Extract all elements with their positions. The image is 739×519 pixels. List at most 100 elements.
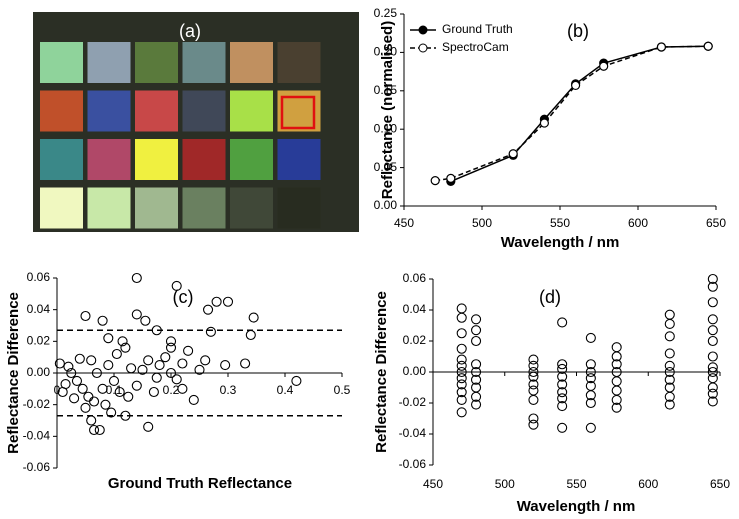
patch bbox=[40, 42, 83, 83]
point bbox=[89, 396, 100, 407]
point bbox=[151, 372, 162, 383]
patch bbox=[182, 139, 226, 180]
point bbox=[220, 360, 231, 371]
point bbox=[611, 359, 622, 370]
point bbox=[557, 371, 568, 382]
point bbox=[664, 391, 675, 402]
point bbox=[456, 407, 467, 418]
legend-marker bbox=[418, 43, 428, 53]
series-line bbox=[450, 45, 709, 183]
y-tick-label: -0.06 bbox=[399, 457, 427, 471]
y-tick-label: 0.04 bbox=[403, 302, 427, 316]
point bbox=[177, 358, 188, 369]
patch bbox=[277, 139, 321, 180]
chart-title: (d) bbox=[539, 287, 561, 307]
patch bbox=[182, 187, 226, 229]
point bbox=[86, 415, 97, 426]
point bbox=[585, 366, 596, 378]
point bbox=[664, 374, 675, 385]
y-tick-label: 0.04 bbox=[27, 302, 51, 316]
x-tick-label: 0.3 bbox=[220, 383, 237, 397]
patch bbox=[87, 90, 131, 132]
y-tick-label: 0.20 bbox=[374, 45, 398, 59]
point bbox=[599, 61, 609, 71]
x-tick-label: 650 bbox=[710, 477, 730, 491]
point bbox=[707, 373, 718, 384]
point bbox=[89, 424, 100, 436]
y-tick-label: 0.06 bbox=[403, 271, 427, 285]
point bbox=[456, 303, 467, 314]
point bbox=[703, 41, 713, 51]
patch bbox=[40, 90, 83, 132]
point bbox=[69, 393, 80, 404]
x-tick-label: 0.5 bbox=[334, 383, 351, 397]
point bbox=[430, 176, 440, 186]
x-tick-label: 600 bbox=[638, 477, 658, 491]
point bbox=[63, 361, 74, 372]
point bbox=[707, 273, 718, 285]
point bbox=[456, 343, 467, 354]
point bbox=[123, 391, 134, 402]
patch bbox=[230, 187, 273, 229]
point bbox=[183, 345, 194, 356]
highlight-frame bbox=[280, 95, 316, 130]
point bbox=[664, 366, 675, 378]
point bbox=[126, 363, 137, 374]
point bbox=[557, 317, 568, 328]
point bbox=[456, 394, 467, 405]
point bbox=[80, 402, 91, 413]
point bbox=[557, 422, 568, 433]
point bbox=[557, 387, 568, 398]
y-tick-label: -0.04 bbox=[23, 429, 51, 443]
point bbox=[203, 304, 214, 315]
point bbox=[557, 379, 568, 390]
y-tick-label: 0.00 bbox=[374, 198, 398, 212]
point bbox=[77, 383, 88, 394]
point bbox=[528, 413, 539, 424]
point bbox=[470, 335, 482, 347]
point bbox=[664, 399, 675, 410]
point bbox=[103, 333, 114, 344]
point bbox=[707, 366, 718, 378]
legend-label: Ground Truth bbox=[442, 22, 513, 36]
point bbox=[222, 296, 234, 307]
patch bbox=[277, 187, 321, 229]
point bbox=[165, 336, 177, 347]
point bbox=[148, 386, 159, 398]
point bbox=[291, 375, 302, 386]
patch bbox=[182, 42, 226, 83]
point bbox=[80, 310, 91, 322]
y-tick-label: -0.02 bbox=[399, 395, 427, 409]
point bbox=[108, 375, 120, 386]
point bbox=[528, 366, 539, 378]
point bbox=[557, 393, 568, 404]
patch bbox=[182, 90, 226, 132]
point bbox=[177, 383, 188, 394]
y-tick-label: -0.06 bbox=[23, 460, 51, 474]
point bbox=[117, 336, 128, 347]
patch bbox=[230, 90, 273, 132]
point bbox=[120, 410, 131, 421]
point bbox=[205, 326, 216, 337]
point bbox=[470, 374, 482, 385]
point bbox=[131, 272, 142, 284]
y-tick-label: 0.06 bbox=[27, 270, 51, 284]
point bbox=[585, 422, 596, 433]
point bbox=[54, 358, 65, 369]
point bbox=[66, 367, 77, 379]
point bbox=[188, 394, 199, 405]
point bbox=[446, 173, 456, 183]
chart-title: (b) bbox=[567, 21, 589, 41]
point bbox=[707, 396, 718, 407]
chart-title: (c) bbox=[173, 287, 194, 307]
point bbox=[151, 325, 162, 336]
point bbox=[539, 118, 550, 128]
point bbox=[656, 42, 667, 52]
point bbox=[86, 355, 97, 366]
point bbox=[456, 312, 467, 323]
point bbox=[456, 387, 467, 398]
point bbox=[131, 380, 142, 391]
point bbox=[143, 355, 154, 366]
color-checker bbox=[40, 42, 321, 229]
